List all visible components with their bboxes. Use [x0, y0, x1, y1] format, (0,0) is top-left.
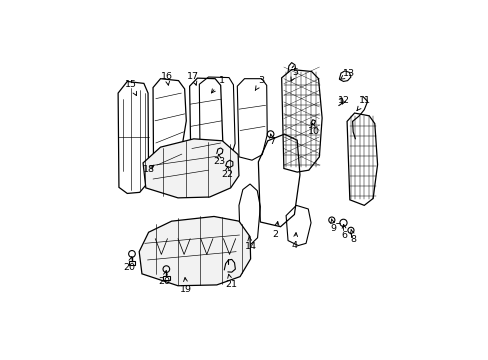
Bar [128, 261, 135, 265]
Text: 12: 12 [337, 96, 349, 105]
Text: 23: 23 [213, 154, 225, 166]
Text: 6: 6 [341, 224, 347, 240]
Text: 11: 11 [356, 96, 370, 111]
Text: 1: 1 [211, 76, 224, 93]
Text: 22: 22 [221, 166, 233, 179]
Text: 10: 10 [308, 123, 320, 136]
Text: 18: 18 [142, 165, 154, 174]
Text: 16: 16 [161, 72, 173, 85]
Text: 8: 8 [350, 229, 356, 244]
Text: 20: 20 [158, 271, 170, 285]
Text: 3: 3 [255, 76, 264, 90]
Text: 9: 9 [330, 219, 336, 233]
Text: 15: 15 [124, 80, 137, 95]
Text: 14: 14 [244, 236, 256, 251]
Text: 13: 13 [340, 69, 355, 80]
Polygon shape [139, 216, 250, 286]
Text: 19: 19 [180, 278, 192, 294]
Polygon shape [143, 139, 239, 198]
Text: 2: 2 [272, 221, 278, 239]
Bar [163, 276, 169, 280]
Text: 4: 4 [291, 233, 297, 250]
Text: 21: 21 [225, 274, 237, 289]
Text: 20: 20 [123, 257, 135, 272]
Text: 7: 7 [269, 134, 275, 146]
Text: 5: 5 [290, 68, 297, 81]
Text: 17: 17 [187, 72, 199, 85]
